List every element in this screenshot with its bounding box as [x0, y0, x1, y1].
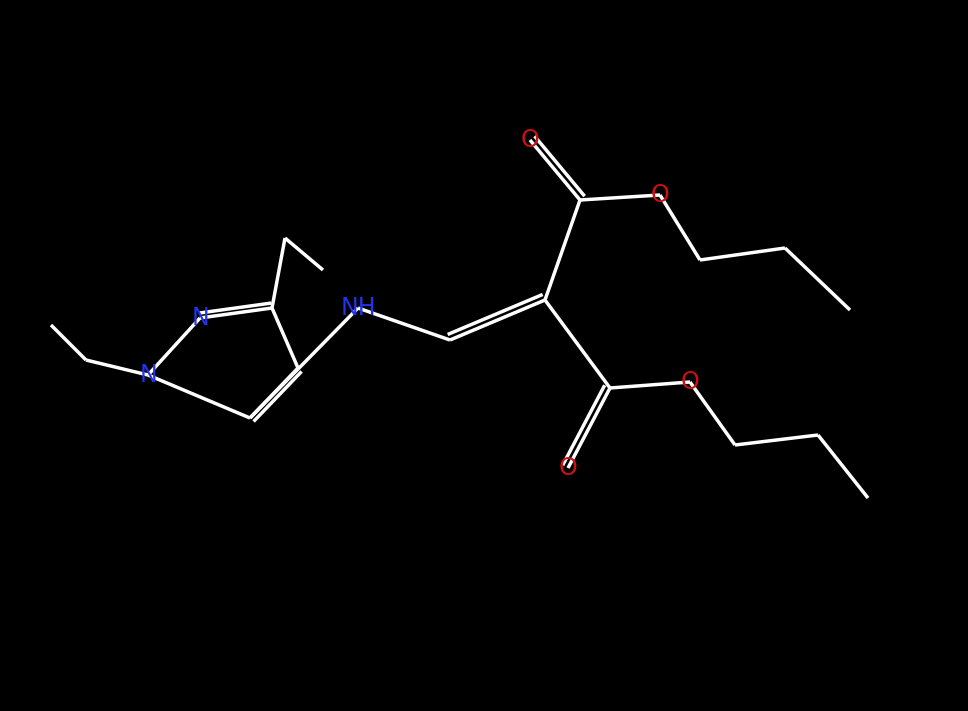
Text: O: O	[650, 183, 670, 207]
Text: O: O	[521, 128, 539, 152]
Text: O: O	[681, 370, 699, 394]
Text: O: O	[559, 456, 577, 480]
Text: NH: NH	[340, 296, 376, 320]
Text: N: N	[191, 306, 209, 330]
Text: N: N	[139, 363, 157, 387]
